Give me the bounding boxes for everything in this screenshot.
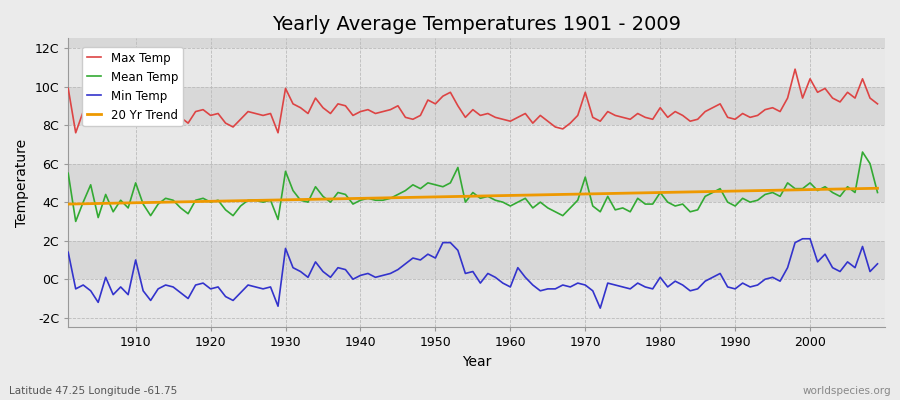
Max Temp — [602, 109, 613, 114]
Bar — [68, 241, 885, 279]
Legend: Max Temp, Mean Temp, Min Temp, 20 Yr Trend: Max Temp, Mean Temp, Min Temp, 20 Yr Tre… — [82, 47, 183, 126]
Title: Yearly Average Temperatures 1901 - 2009: Yearly Average Temperatures 1901 - 2009 — [272, 15, 681, 34]
Mean Temp — [872, 190, 883, 195]
Bar — [68, 318, 885, 328]
20 Yr Trend — [498, 193, 508, 198]
Max Temp — [789, 67, 800, 72]
Bar — [68, 86, 885, 125]
20 Yr Trend — [505, 193, 516, 198]
Max Temp — [340, 103, 351, 108]
Max Temp — [63, 86, 74, 91]
Max Temp — [505, 119, 516, 124]
20 Yr Trend — [872, 186, 883, 191]
Max Temp — [512, 115, 523, 120]
Max Temp — [872, 102, 883, 106]
Mean Temp — [505, 204, 516, 208]
Bar — [68, 125, 885, 164]
Bar — [68, 48, 885, 86]
Line: Mean Temp: Mean Temp — [68, 152, 878, 222]
Text: Latitude 47.25 Longitude -61.75: Latitude 47.25 Longitude -61.75 — [9, 386, 177, 396]
Min Temp — [63, 250, 74, 255]
Bar — [68, 38, 885, 48]
Min Temp — [122, 292, 133, 297]
Mean Temp — [602, 194, 613, 199]
Min Temp — [797, 236, 808, 241]
X-axis label: Year: Year — [462, 355, 491, 369]
Bar — [68, 164, 885, 202]
20 Yr Trend — [288, 197, 299, 202]
Mean Temp — [70, 219, 81, 224]
Max Temp — [295, 105, 306, 110]
Max Temp — [130, 103, 141, 108]
20 Yr Trend — [595, 191, 606, 196]
Mean Temp — [512, 200, 523, 204]
Mean Temp — [340, 192, 351, 197]
20 Yr Trend — [333, 196, 344, 201]
Min Temp — [602, 281, 613, 286]
Mean Temp — [63, 171, 74, 176]
Mean Temp — [130, 180, 141, 185]
Bar — [68, 202, 885, 241]
Min Temp — [872, 262, 883, 266]
Line: Max Temp: Max Temp — [68, 69, 878, 133]
Min Temp — [595, 306, 606, 310]
Bar — [68, 279, 885, 318]
Max Temp — [70, 130, 81, 135]
Min Temp — [498, 281, 508, 286]
Min Temp — [288, 265, 299, 270]
Min Temp — [505, 284, 516, 289]
Min Temp — [333, 265, 344, 270]
Line: Min Temp: Min Temp — [68, 239, 878, 308]
Mean Temp — [857, 150, 868, 154]
Y-axis label: Temperature: Temperature — [15, 139, 29, 227]
Line: 20 Yr Trend: 20 Yr Trend — [68, 188, 878, 204]
Mean Temp — [295, 198, 306, 203]
20 Yr Trend — [63, 202, 74, 206]
20 Yr Trend — [122, 200, 133, 205]
Text: worldspecies.org: worldspecies.org — [803, 386, 891, 396]
